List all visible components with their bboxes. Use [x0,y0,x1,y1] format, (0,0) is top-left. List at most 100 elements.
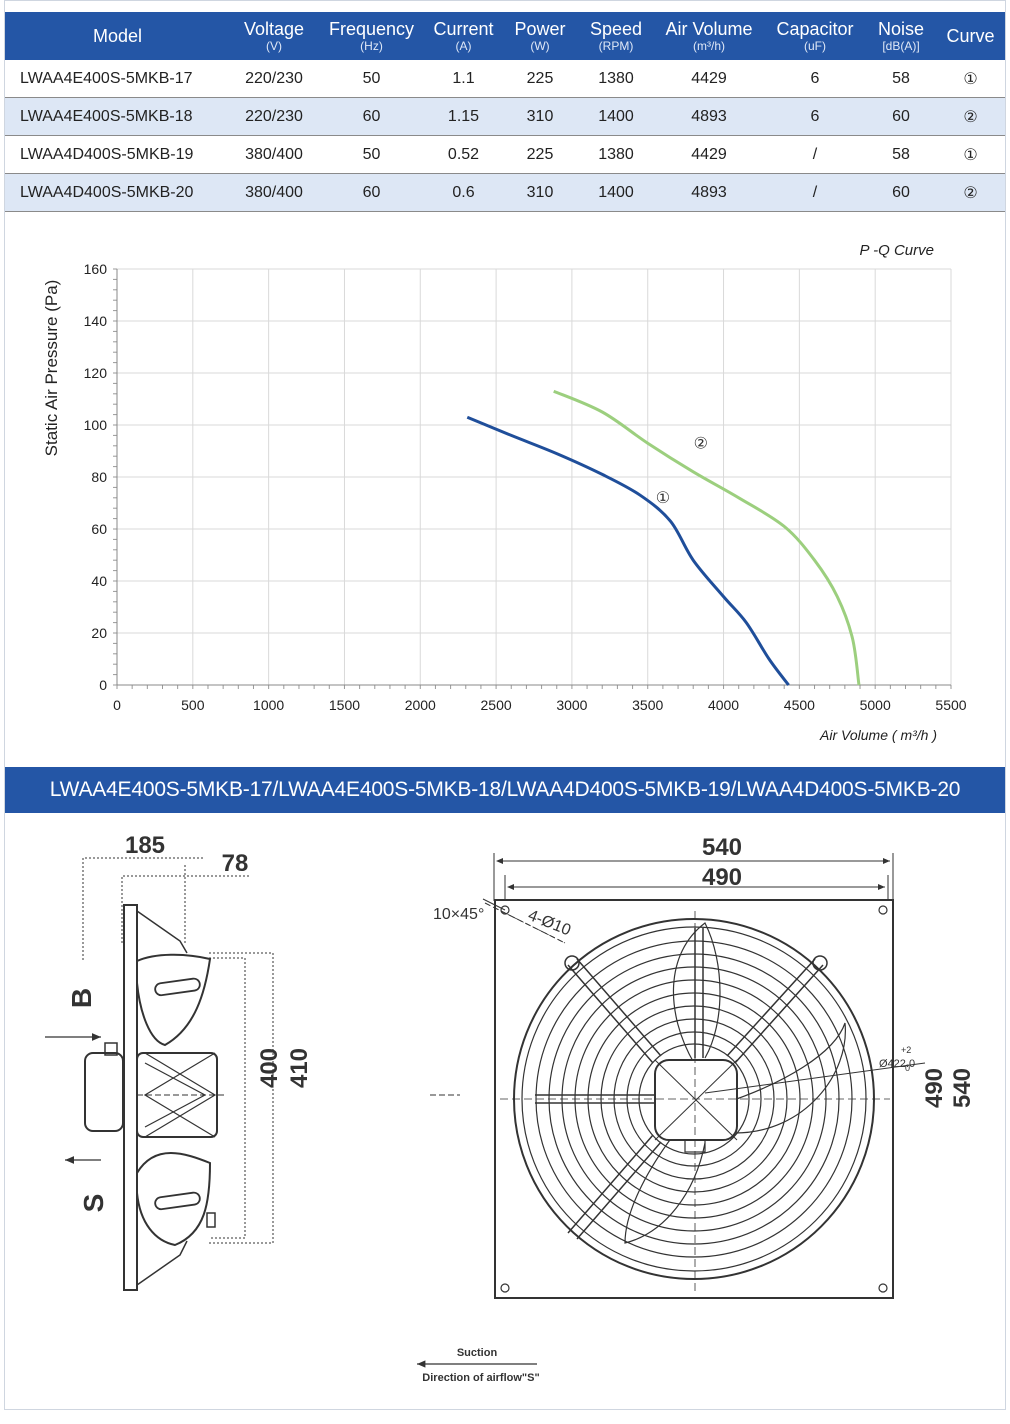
spec-header-unit: (uF) [804,39,826,53]
x-tick-label: 2000 [405,697,436,713]
y-tick-label: 20 [91,625,107,641]
pq-chart: 0 500 1000 1500 2000 2500 3000 3500 4000 4500 5000… [0,230,1010,760]
spec-header-unit: (A) [455,39,472,53]
spec-cell: 58 [866,60,936,98]
x-tick-label: 1500 [329,697,360,713]
x-tick-label: 5500 [935,697,966,713]
drawing-svg: 185 78 400 410 B S [45,832,976,1384]
spec-header-cell: Frequency (Hz) [318,12,425,60]
spec-header-cell: Curve [936,12,1005,60]
spec-header-unit: (RPM) [598,39,634,53]
spec-header-label: Power [514,19,566,39]
series-line-1 [466,415,790,686]
model-banner: LWAA4E400S-5MKB-17/LWAA4E400S-5MKB-18/LW… [5,767,1005,813]
spec-cell: 60 [866,97,936,136]
spec-cell: 6 [764,60,866,98]
y-tick-label: 140 [84,313,108,329]
spec-cell: ② [936,97,1005,136]
spec-header-cell: Noise [dB(A)] [866,12,936,60]
dim-490-top: 490 [702,864,742,891]
dim-410: 410 [286,1048,313,1088]
series-line-2 [553,389,861,686]
ring-tolerance-lower: 0 [905,1063,910,1073]
model-cell: LWAA4D400S-5MKB-20 [5,173,230,212]
spec-cell: 1400 [578,97,654,136]
spec-cell: 60 [318,97,425,136]
spec-cell: 4893 [654,97,764,136]
spec-cell: 1400 [578,173,654,212]
spec-header-cell: Model [5,12,230,60]
label-b: B [66,988,97,1008]
dim-540-top: 540 [702,834,742,861]
y-tick-label: 160 [84,261,108,277]
spec-header-cell: Current (A) [425,12,502,60]
spec-header-label: Air Volume [665,19,753,39]
spec-table-body: LWAA4E400S-5MKB-17 220/230 50 1.1 225 1380 442… [5,60,1005,212]
spec-header-label: Curve [946,26,995,46]
y-axis-label: Static Air Pressure (Pa) [42,280,61,457]
spec-table-row: LWAA4D400S-5MKB-19 380/400 50 0.52 225 1380 44… [5,135,1005,174]
spec-table-row: LWAA4E400S-5MKB-17 220/230 50 1.1 225 1380 442… [5,60,1005,98]
spec-header-row: Model Voltage (V) Frequency (Hz) Current (A) Po… [5,12,1005,60]
y-tick-label: 60 [91,521,107,537]
suction-label: Suction [457,1347,498,1359]
technical-drawing: 185 78 400 410 B S [5,813,1005,1410]
x-tick-label: 2500 [481,697,512,713]
spec-cell: 310 [502,97,578,136]
spec-cell: 380/400 [230,135,318,174]
spec-header-cell: Speed (RPM) [578,12,654,60]
spec-table-row: LWAA4E400S-5MKB-18 220/230 60 1.15 310 1400 48… [5,97,1005,136]
x-tick-label: 3500 [632,697,663,713]
airflow-legend: Suction Direction of airflow"S" [417,1347,540,1384]
dim-400: 400 [256,1048,283,1088]
chamfer-note: 10×45° [433,906,484,923]
spec-cell: 0.52 [425,135,502,174]
front-view [430,853,926,1299]
spec-cell: 380/400 [230,173,318,212]
spec-header-unit: (m³/h) [693,39,725,53]
spec-cell: ① [936,135,1005,174]
spec-cell: 60 [318,173,425,212]
spec-cell: 50 [318,135,425,174]
spec-header-label: Voltage [243,19,305,39]
spec-cell: 50 [318,60,425,98]
spec-cell: ② [936,173,1005,212]
x-tick-label: 4500 [784,697,815,713]
spec-table-row: LWAA4D400S-5MKB-20 380/400 60 0.6 310 1400 489… [5,173,1005,212]
spec-cell: 220/230 [230,60,318,98]
dim-490-right: 490 [921,1068,948,1108]
spec-header-label: Current [433,19,494,39]
spec-header-label: Speed [589,19,643,39]
series-label-1: ① [656,490,670,507]
series-label-2: ② [694,435,708,452]
spec-header-label: Frequency [328,19,415,39]
x-axis-label: Air Volume ( m³/h ) [819,727,937,743]
x-tick-label: 500 [181,697,205,713]
spec-cell: 58 [866,135,936,174]
x-tick-label: 4000 [708,697,739,713]
spec-header-label: Model [92,26,143,46]
model-cell: LWAA4D400S-5MKB-19 [5,135,230,174]
spec-header-label: Capacitor [776,19,854,39]
spec-cell: ① [936,60,1005,98]
side-view [45,857,274,1291]
spec-cell: 4429 [654,135,764,174]
spec-cell: 1380 [578,60,654,98]
dim-540-right: 540 [949,1068,976,1108]
spec-cell: 0.6 [425,173,502,212]
y-tick-label: 0 [99,677,107,693]
y-tick-label: 100 [84,417,108,433]
spec-cell: 1380 [578,135,654,174]
model-cell: LWAA4E400S-5MKB-18 [5,97,230,136]
dim-185: 185 [125,832,165,859]
page-frame [4,0,1006,1410]
x-tick-label: 3000 [556,697,587,713]
x-tick-label: 1000 [253,697,284,713]
airflow-direction-label: Direction of airflow"S" [422,1372,539,1384]
pq-chart-svg: 0 500 1000 1500 2000 2500 3000 3500 4000 4500 5000… [42,242,967,743]
spec-cell: / [764,173,866,212]
spec-header-unit: (W) [530,39,550,53]
spec-header-cell: Air Volume (m³/h) [654,12,764,60]
ring-diameter: Ø422.0 [879,1058,915,1070]
dim-78: 78 [222,850,249,877]
